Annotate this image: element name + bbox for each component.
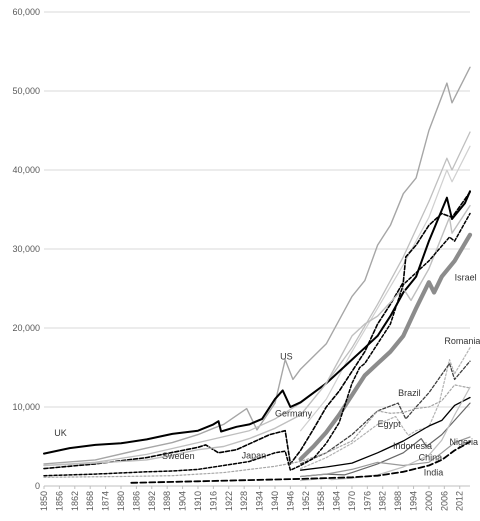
x-tick-label: 1946 bbox=[285, 491, 295, 511]
x-tick-label: 1922 bbox=[224, 491, 234, 511]
series-line-germany bbox=[43, 191, 471, 470]
series-label-germany: Germany bbox=[275, 408, 313, 418]
x-tick-label: 1886 bbox=[131, 491, 141, 511]
series-line-israel bbox=[298, 232, 473, 462]
x-tick-label: 1976 bbox=[362, 491, 372, 511]
series-label-romania: Romania bbox=[444, 336, 480, 346]
x-tick-label: 2000 bbox=[424, 491, 434, 511]
x-tick-label: 1892 bbox=[147, 491, 157, 511]
x-tick-label: 1856 bbox=[54, 491, 64, 511]
series-label-israel: Israel bbox=[455, 273, 477, 283]
series-label-china: China bbox=[419, 453, 443, 463]
x-tick-label: 1904 bbox=[178, 491, 188, 511]
x-tick-label: 1952 bbox=[301, 491, 311, 511]
y-tick-label: 50,000 bbox=[12, 86, 40, 96]
y-tick-label: 20,000 bbox=[12, 323, 40, 333]
x-tick-label: 1862 bbox=[70, 491, 80, 511]
series-line-china bbox=[300, 386, 471, 482]
x-tick-label: 1910 bbox=[193, 491, 203, 511]
x-tick-label: 1970 bbox=[347, 491, 357, 511]
series-line-romania bbox=[300, 347, 471, 470]
series-line-us bbox=[43, 66, 471, 465]
gridlines bbox=[43, 11, 470, 489]
series-line-nigeria bbox=[300, 436, 471, 478]
x-tick-label: 1880 bbox=[116, 491, 126, 511]
y-tick-label: 30,000 bbox=[12, 244, 40, 254]
series-label-sweden: Sweden bbox=[162, 451, 195, 461]
series-line-uk bbox=[43, 190, 471, 455]
series-label-us: US bbox=[280, 352, 293, 362]
series-line-unlabeled-2 bbox=[300, 145, 471, 432]
x-tick-label: 1928 bbox=[239, 491, 249, 511]
series-lines bbox=[43, 66, 473, 484]
series-label-egypt: Egypt bbox=[378, 419, 402, 429]
series-line-unlabeled-1 bbox=[43, 131, 471, 467]
series-line-india bbox=[130, 440, 471, 484]
series-label-indonesia: Indonesia bbox=[393, 441, 432, 451]
series-line-unlabeled-7 bbox=[299, 360, 471, 465]
y-tick-label: 0 bbox=[35, 481, 40, 491]
series-labels: US UK Germany Israel Romania Brazil Egypt Indon… bbox=[54, 273, 480, 478]
x-tick-label: 1982 bbox=[378, 491, 388, 511]
y-tick-label: 60,000 bbox=[12, 7, 40, 17]
x-tick-label: 1874 bbox=[101, 491, 111, 511]
x-tick-label: 1898 bbox=[162, 491, 172, 511]
y-tick-label: 10,000 bbox=[12, 402, 40, 412]
x-tick-label: 1868 bbox=[85, 491, 95, 511]
series-label-japan: Japan bbox=[242, 450, 267, 460]
x-tick-label: 1916 bbox=[208, 491, 218, 511]
x-tick-label: 2012 bbox=[455, 491, 465, 511]
series-label-brazil: Brazil bbox=[398, 388, 421, 398]
tick-labels: 0 10,000 20,000 30,000 40,000 50,000 60,000 185… bbox=[12, 7, 464, 511]
series-line-japan bbox=[43, 212, 471, 477]
series-line-indonesia bbox=[300, 402, 471, 478]
series-line-sweden bbox=[43, 204, 471, 467]
x-tick-label: 1994 bbox=[409, 491, 419, 511]
x-tick-label: 1988 bbox=[393, 491, 403, 511]
y-tick-label: 40,000 bbox=[12, 165, 40, 175]
x-tick-label: 1958 bbox=[316, 491, 326, 511]
x-tick-label: 1850 bbox=[39, 491, 49, 511]
x-tick-label: 1940 bbox=[270, 491, 280, 511]
x-tick-label: 2006 bbox=[439, 491, 449, 511]
series-label-india: India bbox=[424, 468, 444, 478]
x-tick-label: 1934 bbox=[255, 491, 265, 511]
series-line-egypt bbox=[299, 396, 471, 471]
series-label-uk: UK bbox=[54, 428, 67, 438]
x-tick-label: 1964 bbox=[332, 491, 342, 511]
series-line-brazil bbox=[43, 384, 471, 478]
series-label-nigeria: Nigeria bbox=[449, 437, 478, 447]
